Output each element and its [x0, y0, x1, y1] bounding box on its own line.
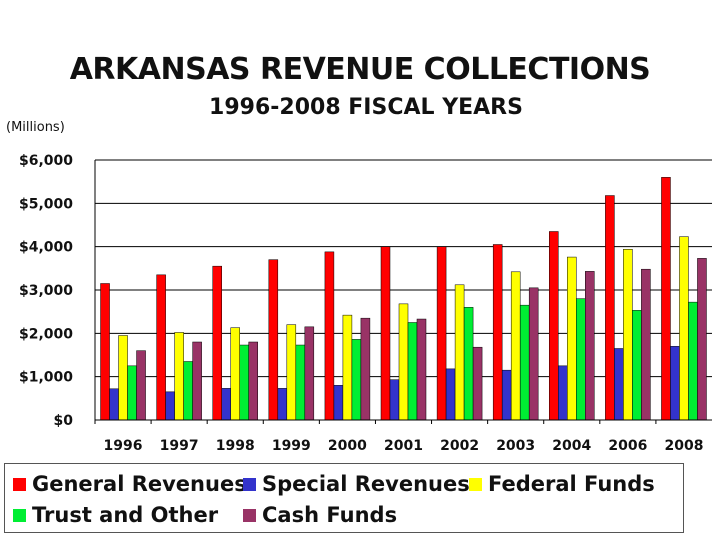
bar	[277, 388, 288, 421]
x-tick-label: 1998	[216, 438, 255, 454]
bar	[585, 271, 595, 421]
bar	[510, 271, 521, 421]
x-tick-label: 1997	[160, 438, 199, 454]
bar	[286, 324, 297, 421]
legend-item-trust-and-other: Trust and Other	[13, 503, 218, 527]
x-tick-label: 2000	[328, 438, 367, 454]
bar	[324, 251, 335, 421]
bar	[528, 287, 539, 421]
legend-label: Federal Funds	[488, 472, 655, 496]
legend-label: Special Revenues	[262, 472, 470, 496]
bar	[100, 283, 110, 421]
legend-label: Cash Funds	[262, 503, 398, 527]
bar	[239, 344, 249, 421]
bar	[623, 249, 633, 421]
units-label: (Millions)	[6, 120, 65, 135]
bar	[632, 310, 642, 421]
bar	[380, 246, 391, 421]
x-tick-label: 1996	[104, 438, 143, 454]
bar	[183, 361, 193, 421]
legend-item-federal-funds: Federal Funds	[469, 472, 655, 496]
bar	[445, 368, 456, 421]
bar	[221, 388, 231, 421]
y-tick-label: $0	[54, 413, 74, 429]
bar	[641, 268, 651, 421]
bar	[549, 231, 559, 421]
x-tick-label: 2002	[440, 438, 479, 454]
bar	[304, 326, 315, 421]
chart-subtitle: 1996-2008 FISCAL YEARS	[209, 95, 523, 120]
y-tick-label: $5,000	[19, 196, 73, 212]
bar	[558, 365, 568, 421]
bar	[501, 369, 512, 421]
bar	[360, 317, 371, 421]
bar	[416, 318, 427, 421]
y-tick-label: $1,000	[19, 370, 73, 386]
legend-label: General Revenues	[32, 472, 247, 496]
legend-item-cash-funds: Cash Funds	[243, 503, 397, 527]
x-tick-label: 2003	[496, 438, 535, 454]
legend-item-special-revenues: Special Revenues	[243, 472, 470, 496]
y-tick-label: $4,000	[19, 240, 73, 256]
legend-swatch	[13, 508, 26, 522]
bar	[109, 388, 119, 421]
bar	[614, 348, 624, 421]
bar	[212, 265, 222, 421]
bar	[472, 346, 483, 421]
bar	[661, 177, 671, 421]
bar	[697, 258, 707, 421]
bar	[192, 341, 202, 421]
bar	[436, 246, 447, 421]
bar	[118, 335, 128, 421]
bar	[605, 195, 615, 421]
x-tick-label: 2001	[384, 438, 423, 454]
legend-label: Trust and Other	[32, 503, 219, 527]
bar	[333, 385, 344, 421]
bar	[454, 284, 465, 421]
chart-title: ARKANSAS REVENUE COLLECTIONS	[69, 52, 651, 87]
bar-chart: $0 $1,000 $2,000 $3,000 $4,000 $5,000 $6,000 19…	[19, 153, 712, 454]
x-tick-label: 2004	[552, 438, 591, 454]
legend-swatch	[243, 508, 256, 522]
bar	[670, 346, 680, 421]
bar	[248, 341, 258, 421]
bar	[688, 301, 698, 421]
legend-swatch	[243, 477, 256, 491]
bar	[398, 303, 409, 421]
bar	[174, 332, 184, 421]
bar	[342, 314, 353, 421]
bar	[127, 365, 137, 421]
bar	[351, 339, 362, 421]
legend: General Revenues Special Revenues Federa…	[4, 463, 684, 533]
bar	[407, 322, 418, 421]
legend-item-general-revenues: General Revenues	[13, 472, 247, 496]
bar	[156, 274, 166, 421]
bar	[567, 256, 577, 421]
y-tick-label: $6,000	[19, 153, 73, 169]
x-tick-label: 2008	[664, 438, 703, 454]
bar	[136, 350, 146, 421]
bar	[268, 259, 279, 421]
legend-swatch	[469, 477, 482, 491]
bar	[295, 344, 306, 421]
bar	[230, 327, 240, 421]
x-tick-label: 2006	[608, 438, 647, 454]
y-tick-label: $2,000	[19, 326, 73, 342]
bar	[519, 304, 530, 421]
bar	[576, 298, 586, 421]
y-tick-label: $3,000	[19, 283, 73, 299]
bar	[679, 236, 689, 421]
bar	[165, 391, 175, 421]
bar	[492, 244, 503, 421]
x-tick-label: 1999	[272, 438, 311, 454]
bar	[389, 379, 400, 421]
legend-swatch	[13, 477, 26, 491]
bar	[463, 307, 474, 421]
